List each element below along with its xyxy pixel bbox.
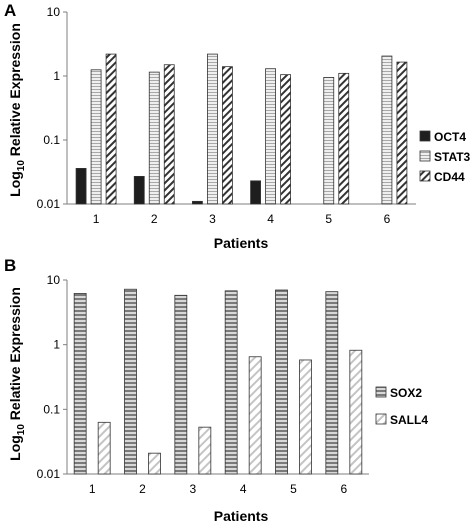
chart1-bar-sall4: [349, 349, 363, 475]
chart0-x-tick-label: 1: [93, 212, 100, 226]
chart0-bar-cd44: [280, 74, 291, 205]
chart0-bar-stat3: [265, 68, 276, 205]
chart0-bar-oct4: [133, 175, 145, 205]
chart1-bar-sox2: [224, 290, 238, 475]
chart1-bar-sox2: [174, 294, 188, 475]
chart0-legend-swatch-stat3: [419, 150, 431, 162]
chart0-x-tick-label: 3: [209, 212, 216, 226]
chart1-bar-sall4: [299, 359, 312, 475]
panel-b-letter: B: [4, 256, 16, 275]
panel-b-x-axis-title: Patients: [214, 508, 269, 524]
panel-a-plot: 0.01 0.1 1 10 1 2 3 4 5 6: [37, 5, 416, 226]
chart0-x-tick-label: 6: [384, 212, 391, 226]
chart1-x-tick-label: 5: [290, 482, 297, 496]
chart0-bar-oct4: [250, 180, 261, 205]
chart0-y-tick-label: 1: [53, 69, 60, 83]
chart0-bar-stat3: [148, 71, 160, 205]
chart0-bar-cd44: [396, 61, 408, 205]
chart0-legend-swatch-oct4: [419, 130, 431, 142]
chart0-y-tick-label: 0.01: [37, 197, 61, 211]
chart1-x-tick-label: 6: [340, 482, 347, 496]
chart0-x-tick-label: 4: [267, 212, 274, 226]
chart0-bar-cd44: [338, 72, 350, 205]
chart0-y-tick-label: 0.1: [43, 133, 60, 147]
chart1-legend-swatch-sall4: [375, 413, 387, 425]
chart1-x-tick-label: 4: [240, 482, 247, 496]
chart1-x-tick-label: 1: [89, 482, 96, 496]
chart1-bar-sox2: [275, 289, 288, 475]
chart0-bar-oct4: [75, 167, 87, 205]
panel-b-legend: SOX2 SALL4: [375, 386, 428, 427]
chart0-bar-cd44: [163, 64, 175, 205]
chart0-y-tick-label: 10: [47, 5, 61, 19]
chart1-bar-sall4: [97, 421, 111, 475]
panel-a: A Log10 Relative Expression Patients 0.0…: [4, 1, 471, 251]
panel-a-legend: OCT4 STAT3 CD44: [419, 130, 471, 184]
chart1-legend-label: SALL4: [390, 413, 428, 427]
chart0-legend-label: STAT3: [434, 150, 471, 164]
chart1-bar-sall4: [248, 356, 262, 475]
panel-a-x-axis-title: Patients: [214, 235, 269, 251]
chart1-bar-sox2: [325, 291, 339, 475]
chart0-legend-swatch-cd44: [419, 170, 431, 182]
chart1-legend-label: SOX2: [390, 386, 422, 400]
chart1-legend-swatch-sox2: [375, 386, 387, 398]
panel-b: B Log10 Relative Expression Patients 0.0…: [4, 256, 428, 524]
chart1-y-tick-label: 0.1: [43, 402, 60, 416]
chart0-legend-label: OCT4: [434, 130, 466, 144]
panel-b-y-axis-title: Log10 Relative Expression: [7, 287, 27, 461]
chart1-bar-sox2: [73, 293, 87, 475]
chart1-y-tick-label: 0.01: [37, 467, 61, 481]
chart0-bar-oct4: [192, 200, 203, 205]
chart0-bar-stat3: [381, 55, 393, 205]
panel-b-plot: 0.01 0.1 1 10 1 2 3 4 5 6: [37, 273, 369, 496]
chart0-bar-stat3: [207, 53, 218, 205]
chart0-x-tick-label: 2: [151, 212, 158, 226]
chart1-bar-sox2: [124, 288, 137, 475]
chart1-y-tick-label: 1: [53, 338, 60, 352]
chart1-bar-sall4: [198, 426, 212, 475]
chart0-bar-cd44: [222, 66, 233, 205]
chart1-x-tick-label: 3: [189, 482, 196, 496]
chart1-bar-sall4: [148, 452, 161, 475]
chart0-bar-cd44: [105, 53, 117, 205]
chart1-x-tick-label: 2: [139, 482, 146, 496]
chart0-bar-stat3: [90, 69, 102, 205]
chart0-bar-stat3: [323, 77, 335, 205]
panel-a-letter: A: [4, 1, 16, 20]
chart0-legend-label: CD44: [434, 170, 465, 184]
panel-a-y-axis-title: Log10 Relative Expression: [7, 23, 27, 197]
chart1-y-tick-label: 10: [47, 273, 61, 287]
chart0-x-tick-label: 5: [325, 212, 332, 226]
